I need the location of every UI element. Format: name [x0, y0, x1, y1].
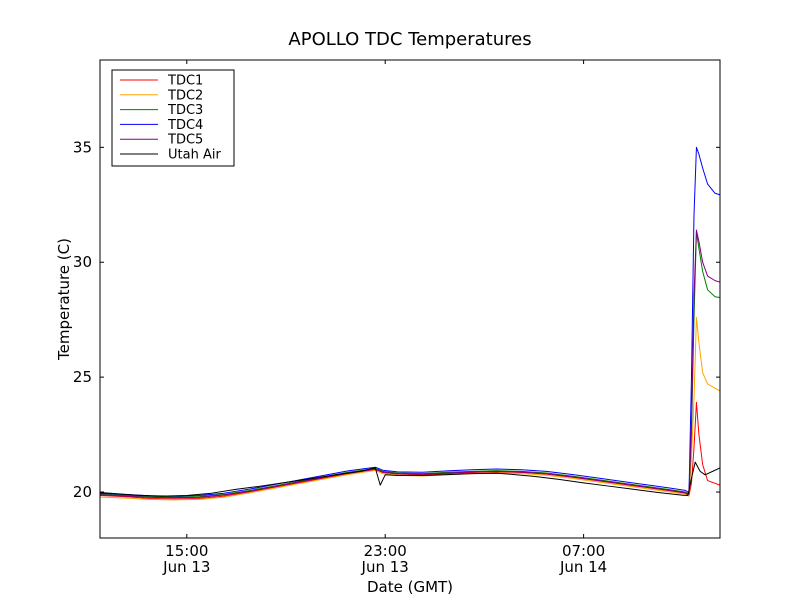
y-tick-label: 30: [73, 253, 92, 271]
x-tick-date-label: Jun 14: [559, 558, 607, 576]
series-line-tdc2: [100, 316, 720, 501]
series-line-tdc4: [100, 146, 720, 497]
x-tick-date-label: Jun 13: [361, 558, 409, 576]
x-tick-time-label: 07:00: [562, 542, 605, 560]
legend-label: TDC3: [167, 103, 203, 118]
x-tick-date-label: Jun 13: [162, 558, 210, 576]
legend-label: TDC2: [167, 88, 203, 103]
series-layer: [100, 146, 720, 501]
series-line-tdc1: [100, 401, 720, 500]
legend-frame: [111, 69, 235, 167]
x-tick-time-label: 23:00: [364, 542, 407, 560]
series-line-tdc3: [100, 231, 720, 498]
y-tick-label: 25: [73, 368, 92, 386]
y-tick-label: 35: [73, 138, 92, 156]
y-tick-label: 20: [73, 483, 92, 501]
legend-label: Utah Air: [168, 148, 221, 163]
chart-title: APOLLO TDC Temperatures: [288, 29, 531, 50]
x-axis-label: Date (GMT): [367, 578, 453, 596]
legend-label: TDC4: [167, 118, 203, 133]
x-tick-time-label: 15:00: [165, 542, 208, 560]
plot-frame: [99, 59, 721, 539]
series-line-utah-air: [100, 461, 720, 497]
y-axis-label: Temperature (C): [55, 238, 73, 361]
legend-label: TDC1: [167, 74, 203, 89]
legend-label: TDC5: [167, 133, 203, 148]
